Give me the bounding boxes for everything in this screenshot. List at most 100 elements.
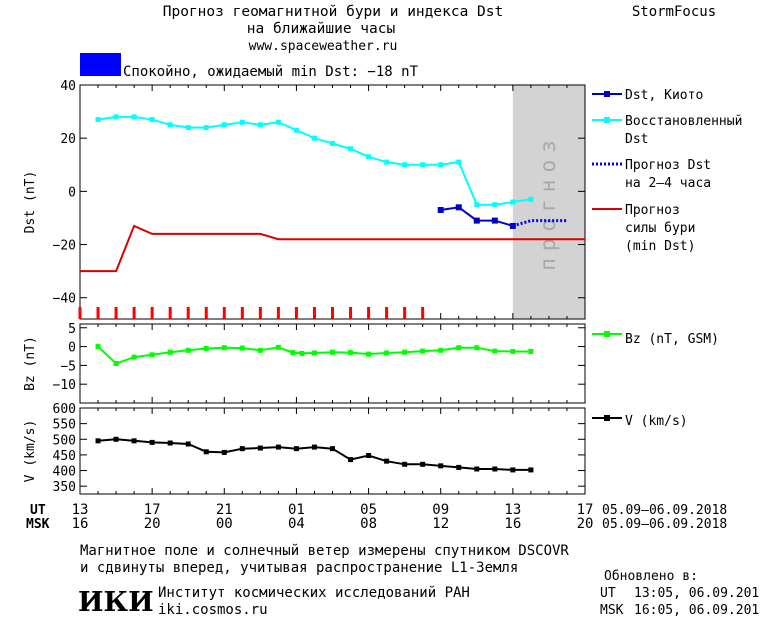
bz-panel: 5 0 −5 −10 Bz (nT) Bz (nT, GSM) — [23, 322, 719, 404]
y-tick-label: −5 — [60, 359, 76, 374]
y-tick-label: 500 — [53, 433, 76, 448]
ut-tick-label: 17 — [144, 502, 161, 518]
data-point — [185, 347, 191, 353]
iki-logo: ИКИ — [78, 587, 154, 618]
ut-tick-label: 21 — [216, 502, 233, 518]
series-line — [97, 438, 531, 471]
data-point — [366, 351, 372, 357]
y-tick-label: 40 — [60, 79, 76, 94]
series-line — [97, 115, 532, 206]
ut-date-range: 05.09–06.09.2018 — [602, 503, 727, 518]
institute-site: iki.cosmos.ru — [158, 602, 268, 618]
legend-label: Восстановленный — [625, 114, 742, 129]
status-text: Спокойно, ожидаемый min Dst: −18 nT — [123, 64, 419, 80]
y-tick-label: 450 — [53, 449, 76, 464]
data-point — [290, 350, 296, 356]
ut-axis-label: UT — [30, 503, 46, 518]
data-point — [528, 348, 534, 354]
data-point — [311, 444, 317, 450]
y-tick-label: 5 — [68, 322, 76, 337]
y-tick-label: 0 — [68, 341, 76, 356]
ut-tick-label: 17 — [577, 502, 594, 518]
legend-label: (min Dst) — [625, 239, 695, 254]
legend-label: силы бури — [625, 221, 695, 236]
data-point — [113, 361, 119, 366]
data-point — [473, 217, 480, 224]
series-line — [80, 224, 585, 273]
site-url: www.spaceweather.ru — [249, 39, 398, 54]
data-point — [492, 466, 498, 472]
msk-tick-label: 00 — [216, 516, 233, 532]
data-point — [185, 125, 191, 131]
legend-label: Прогноз — [625, 203, 680, 218]
data-point — [456, 345, 462, 351]
y-tick-label: 20 — [60, 132, 76, 147]
data-point — [293, 127, 299, 133]
data-point — [348, 457, 354, 463]
y-axis-label: Dst (nT) — [23, 171, 38, 234]
data-point — [402, 162, 408, 168]
y-tick-label: 0 — [68, 185, 76, 200]
updated-msk-label: MSK — [600, 603, 624, 618]
data-point — [492, 202, 498, 208]
data-point — [348, 146, 354, 152]
data-point — [167, 440, 173, 446]
ut-tick-label: 09 — [432, 502, 449, 518]
msk-tick-label: 12 — [432, 516, 449, 532]
data-point — [420, 461, 426, 467]
legend-label: Bz (nT, GSM) — [625, 332, 719, 347]
data-point — [474, 345, 480, 351]
data-point — [311, 350, 317, 356]
data-point — [293, 446, 299, 452]
data-point — [402, 461, 408, 467]
institute-name: Институт космических исследований РАН — [158, 585, 470, 601]
data-point — [366, 154, 372, 160]
msk-tick-label: 08 — [360, 516, 377, 532]
forecast-band — [512, 85, 585, 319]
ut-tick-label: 13 — [72, 502, 89, 518]
data-point — [330, 446, 335, 452]
msk-tick-label: 04 — [288, 516, 305, 532]
forecast-band-label: прогноз — [536, 133, 560, 271]
data-point — [95, 117, 101, 123]
data-point — [330, 349, 335, 355]
data-point — [221, 345, 227, 351]
series-line — [97, 345, 531, 365]
data-point — [299, 350, 305, 356]
data-point — [420, 348, 426, 354]
data-point — [311, 135, 317, 141]
legend-marker — [604, 117, 610, 123]
data-point — [275, 119, 281, 125]
data-point — [366, 453, 372, 459]
y-tick-label: −20 — [53, 239, 76, 254]
data-point — [257, 445, 263, 451]
data-point — [149, 439, 155, 445]
iki-logo-text: ИКИ — [78, 587, 154, 618]
data-point — [384, 458, 390, 464]
data-point — [402, 349, 408, 355]
data-point — [131, 438, 137, 444]
legend-label: на 2–4 часа — [625, 176, 711, 191]
y-tick-label: −10 — [53, 378, 76, 393]
legend-label: V (km/s) — [625, 414, 688, 429]
updated-ut-value: 13:05, 06.09.2018 — [634, 586, 760, 601]
updated-label: Обновлено в: — [604, 569, 698, 584]
msk-tick-label: 16 — [504, 516, 521, 532]
data-point — [348, 350, 354, 356]
y-tick-label: 550 — [53, 418, 76, 433]
data-point — [510, 467, 516, 473]
data-point — [221, 122, 227, 128]
legend-label: Прогноз Dst — [625, 158, 711, 173]
legend-marker — [604, 91, 610, 97]
series-line — [512, 219, 567, 228]
y-tick-label: −40 — [53, 292, 76, 307]
msk-tick-label: 20 — [577, 516, 594, 532]
data-point — [510, 348, 516, 354]
updated-msk-value: 16:05, 06.09.2018 — [634, 603, 760, 618]
data-point — [257, 122, 263, 128]
dst-panel: прогноз 40 20 0 −20 −40 Dst (nT) Dst, Киото Восс… — [23, 79, 742, 320]
data-point — [438, 463, 444, 469]
y-axis-label: V (km/s) — [23, 420, 38, 483]
